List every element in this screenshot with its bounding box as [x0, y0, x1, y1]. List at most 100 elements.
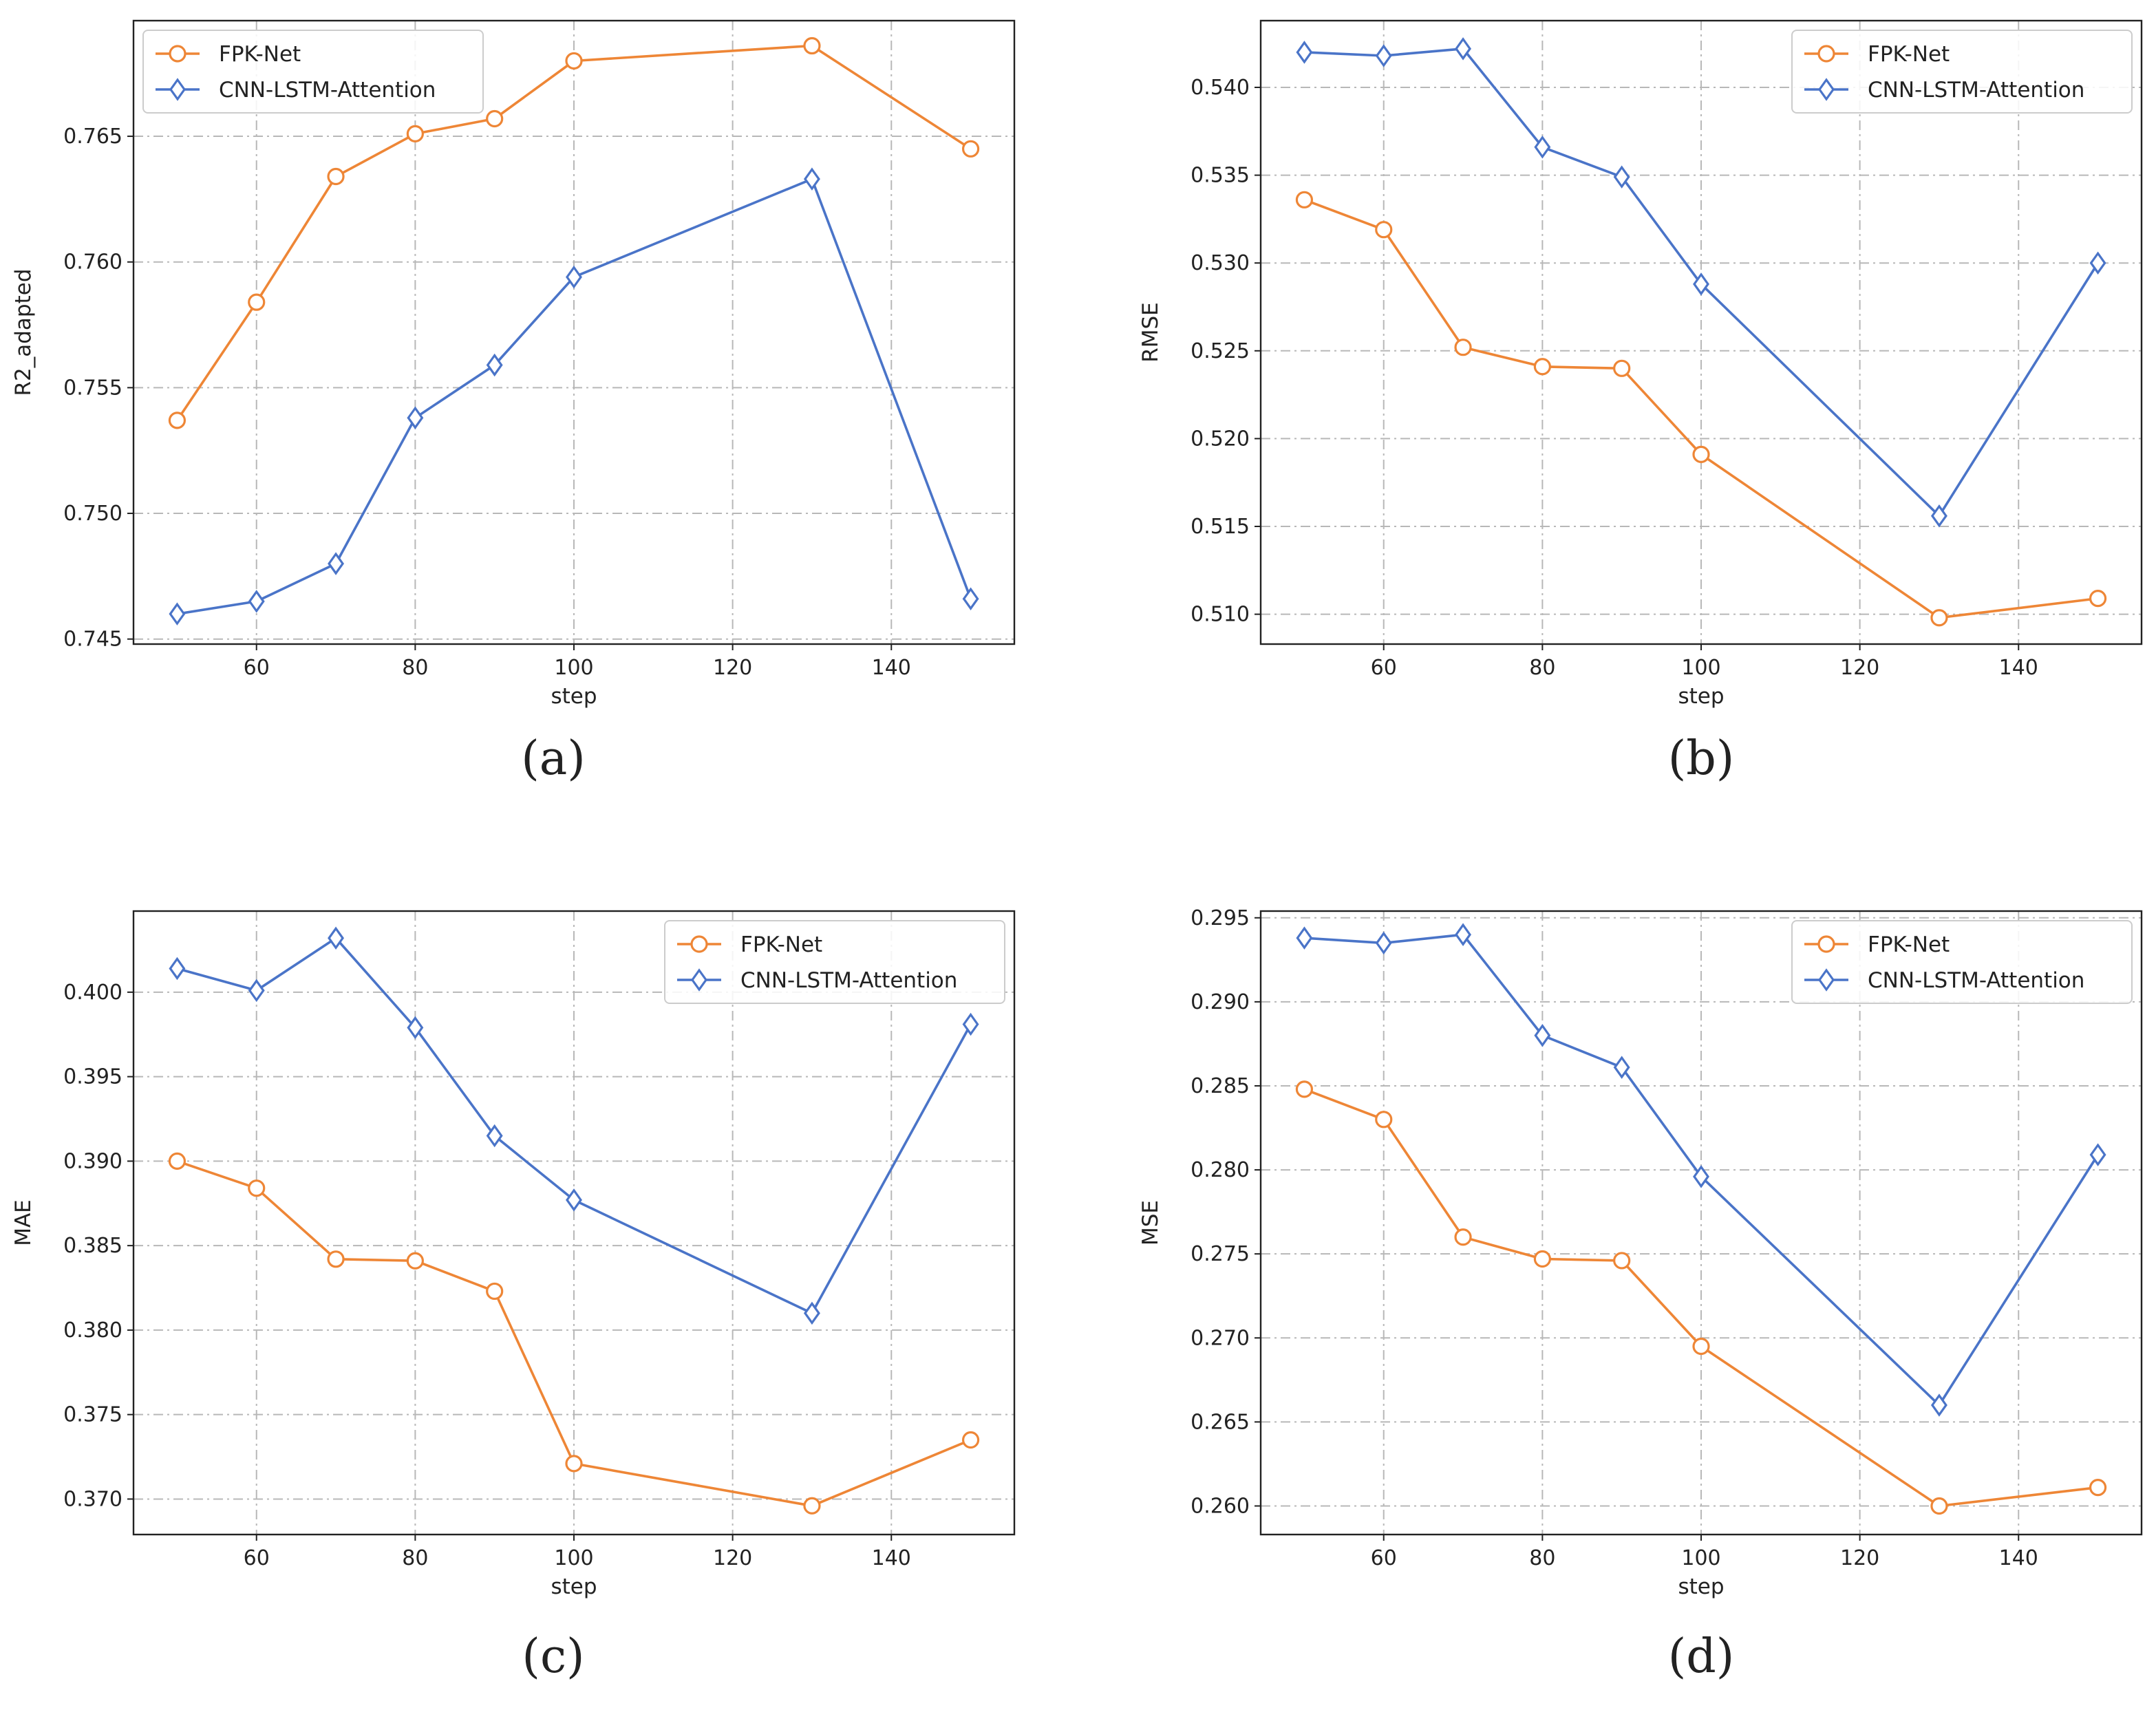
x-tick-label: 100: [1681, 1546, 1720, 1570]
data-point-cnn-lstm-attention: [248, 590, 265, 613]
data-point-fpk-net: [327, 167, 345, 186]
y-tick-label: 0.510: [1191, 603, 1250, 627]
y-tick-label: 0.280: [1191, 1158, 1250, 1182]
data-point-cnn-lstm-attention: [962, 587, 979, 610]
x-tick-label: 140: [1999, 1546, 2038, 1570]
data-point-cnn-lstm-attention: [803, 167, 820, 191]
legend-marker-cnn-lstm-attention: [1818, 78, 1835, 101]
y-tick-label: 0.530: [1191, 251, 1250, 275]
y-tick-label: 0.755: [63, 376, 122, 400]
data-point-fpk-net: [168, 1152, 186, 1170]
series-line-fpk-net: [176, 1159, 972, 1508]
y-tick-label: 0.395: [63, 1065, 122, 1089]
legend: FPK-Net CNN-LSTM-Attention: [142, 30, 484, 114]
y-tick-label: 0.525: [1191, 339, 1250, 363]
x-axis-label: step: [551, 684, 597, 709]
data-point-cnn-lstm-attention: [169, 602, 186, 626]
y-tick-label: 0.270: [1191, 1326, 1250, 1350]
legend-box: [142, 30, 484, 114]
y-tick-label: 0.260: [1191, 1494, 1250, 1518]
data-point-fpk-net: [1613, 359, 1631, 377]
legend-marker-fpk-net: [169, 45, 186, 63]
data-point-cnn-lstm-attention: [328, 926, 345, 950]
legend-marker-fpk-net: [1817, 45, 1835, 63]
y-tick-label: 0.275: [1191, 1242, 1250, 1266]
data-point-cnn-lstm-attention: [1693, 1165, 1709, 1188]
y-axis-label: MAE: [11, 1199, 36, 1246]
legend-marker-cnn-lstm-attention: [1818, 968, 1835, 992]
series-line-cnn-lstm-attention: [1304, 933, 2100, 1407]
panel-caption-c: (c): [522, 1629, 584, 1684]
data-point-cnn-lstm-attention: [1455, 37, 1472, 61]
legend-label-fpk-net: FPK-Net: [740, 932, 822, 957]
data-point-fpk-net: [248, 1179, 266, 1197]
data-point-cnn-lstm-attention: [566, 265, 582, 289]
panel-caption-d: (d): [1668, 1629, 1735, 1684]
y-tick-label: 0.765: [63, 125, 122, 149]
data-point-fpk-net: [803, 36, 821, 55]
y-tick-label: 0.390: [63, 1149, 122, 1173]
data-point-fpk-net: [1533, 358, 1551, 376]
x-tick-label: 120: [713, 656, 752, 680]
y-tick-label: 0.380: [63, 1318, 122, 1343]
legend-label-fpk-net: FPK-Net: [1868, 932, 1950, 957]
legend-box: [1791, 920, 2133, 1004]
y-tick-label: 0.745: [63, 628, 122, 652]
axes-frame: [1259, 910, 2143, 1536]
data-point-fpk-net: [1930, 609, 1948, 627]
x-tick-label: 80: [1529, 1546, 1555, 1570]
data-point-cnn-lstm-attention: [1930, 504, 1947, 528]
series-line-fpk-net: [1303, 1088, 2098, 1508]
data-point-fpk-net: [486, 109, 504, 128]
chart-panel-d: 60 80 100 120 140 0.260 0.265 0.270 0.275 0.280 0.…: [1138, 906, 2143, 1684]
data-point-fpk-net: [1295, 1080, 1314, 1098]
legend-box: [1791, 30, 2133, 114]
data-point-fpk-net: [1375, 221, 1393, 239]
data-point-fpk-net: [1454, 339, 1472, 356]
legend: FPK-Net CNN-LSTM-Attention: [1791, 30, 2133, 114]
y-tick-label: 0.515: [1191, 515, 1250, 539]
y-axis-label: RMSE: [1138, 302, 1163, 363]
data-point-fpk-net: [803, 1497, 821, 1515]
x-tick-label: 60: [1371, 656, 1397, 680]
x-tick-label: 120: [1840, 1546, 1879, 1570]
data-point-fpk-net: [486, 1282, 504, 1301]
data-point-cnn-lstm-attention: [803, 1301, 820, 1325]
data-point-fpk-net: [1454, 1228, 1472, 1246]
data-point-cnn-lstm-attention: [1693, 272, 1709, 296]
x-axis-label: step: [1678, 684, 1724, 709]
series-line-cnn-lstm-attention: [177, 178, 972, 615]
legend: FPK-Net CNN-LSTM-Attention: [1791, 920, 2133, 1004]
legend-marker-fpk-net: [690, 935, 708, 953]
data-point-cnn-lstm-attention: [486, 353, 503, 377]
data-point-cnn-lstm-attention: [2089, 251, 2106, 275]
x-tick-label: 120: [1840, 656, 1879, 680]
data-point-fpk-net: [2089, 590, 2107, 608]
data-point-fpk-net: [1692, 1337, 1710, 1356]
x-axis-label: step: [1678, 1574, 1724, 1599]
data-point-fpk-net: [327, 1250, 345, 1268]
data-point-fpk-net: [961, 1431, 980, 1449]
y-tick-label: 0.535: [1191, 164, 1250, 188]
x-tick-label: 80: [1529, 656, 1555, 680]
data-point-cnn-lstm-attention: [486, 1124, 503, 1148]
x-tick-label: 100: [554, 656, 593, 680]
data-point-fpk-net: [1613, 1252, 1631, 1270]
data-point-cnn-lstm-attention: [2089, 1143, 2106, 1166]
series-line-cnn-lstm-attention: [176, 937, 972, 1315]
x-tick-label: 60: [1371, 1546, 1397, 1570]
series-line-fpk-net: [175, 44, 972, 421]
x-tick-label: 100: [1681, 656, 1720, 680]
x-tick-label: 80: [402, 656, 428, 680]
y-tick-label: 0.290: [1191, 990, 1250, 1014]
data-point-cnn-lstm-attention: [1296, 41, 1313, 64]
data-point-cnn-lstm-attention: [1375, 931, 1392, 955]
y-axis-label: R2_adapted: [11, 268, 36, 396]
data-point-cnn-lstm-attention: [407, 406, 424, 429]
panel-caption-a: (a): [521, 731, 586, 786]
panel-caption-b: (b): [1668, 731, 1735, 786]
axes-frame: [132, 19, 1016, 645]
data-point-fpk-net: [1375, 1111, 1393, 1129]
data-point-cnn-lstm-attention: [1375, 44, 1392, 67]
data-point-cnn-lstm-attention: [1455, 923, 1472, 946]
